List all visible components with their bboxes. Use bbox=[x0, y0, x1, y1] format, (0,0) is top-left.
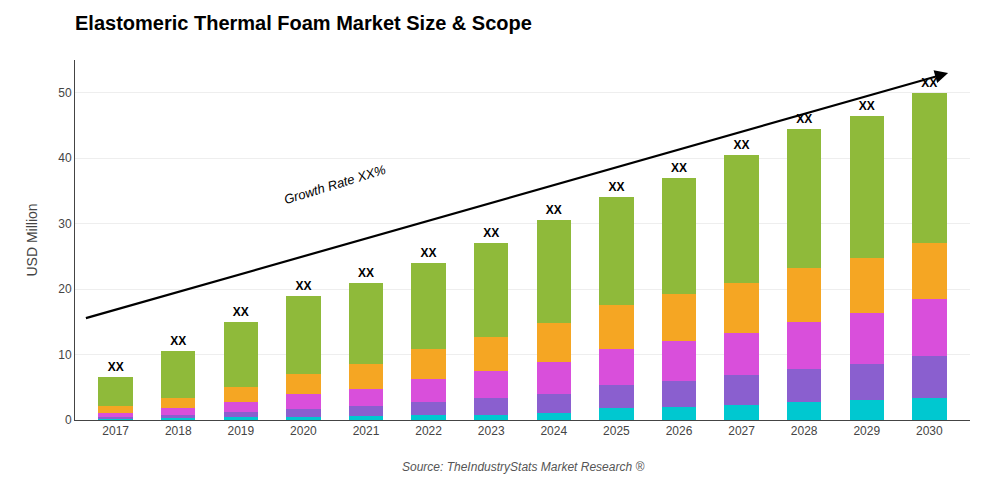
svg-text:2028: 2028 bbox=[791, 424, 818, 438]
svg-text:XX: XX bbox=[921, 76, 937, 90]
svg-text:XX: XX bbox=[358, 266, 374, 280]
svg-text:2017: 2017 bbox=[102, 424, 129, 438]
svg-text:XX: XX bbox=[483, 226, 499, 240]
svg-text:50: 50 bbox=[58, 86, 72, 100]
svg-text:2024: 2024 bbox=[540, 424, 567, 438]
svg-text:2023: 2023 bbox=[478, 424, 505, 438]
svg-text:XX: XX bbox=[796, 112, 812, 126]
svg-text:XX: XX bbox=[546, 203, 562, 217]
svg-text:XX: XX bbox=[233, 305, 249, 319]
svg-text:XX: XX bbox=[608, 180, 624, 194]
svg-text:Growth Rate XX%: Growth Rate XX% bbox=[282, 162, 387, 207]
svg-text:0: 0 bbox=[65, 413, 72, 427]
svg-text:XX: XX bbox=[421, 246, 437, 260]
svg-text:30: 30 bbox=[58, 217, 72, 231]
svg-text:2026: 2026 bbox=[666, 424, 693, 438]
svg-text:2027: 2027 bbox=[728, 424, 755, 438]
svg-text:2025: 2025 bbox=[603, 424, 630, 438]
svg-text:XX: XX bbox=[170, 334, 186, 348]
svg-text:Elastomeric Thermal Foam Marke: Elastomeric Thermal Foam Market Size & S… bbox=[75, 12, 532, 34]
svg-text:XX: XX bbox=[734, 138, 750, 152]
svg-text:2018: 2018 bbox=[165, 424, 192, 438]
svg-text:USD Million: USD Million bbox=[24, 203, 40, 276]
svg-text:2029: 2029 bbox=[853, 424, 880, 438]
svg-text:XX: XX bbox=[671, 161, 687, 175]
svg-text:XX: XX bbox=[108, 360, 124, 374]
svg-text:20: 20 bbox=[58, 282, 72, 296]
svg-text:XX: XX bbox=[859, 99, 875, 113]
svg-text:2021: 2021 bbox=[353, 424, 380, 438]
svg-text:40: 40 bbox=[58, 151, 72, 165]
svg-text:2020: 2020 bbox=[290, 424, 317, 438]
svg-text:Source: TheIndustryStats Marke: Source: TheIndustryStats Market Research… bbox=[402, 460, 644, 474]
svg-text:10: 10 bbox=[58, 348, 72, 362]
svg-text:2030: 2030 bbox=[916, 424, 943, 438]
svg-text:2019: 2019 bbox=[228, 424, 255, 438]
svg-text:2022: 2022 bbox=[415, 424, 442, 438]
svg-text:XX: XX bbox=[295, 279, 311, 293]
